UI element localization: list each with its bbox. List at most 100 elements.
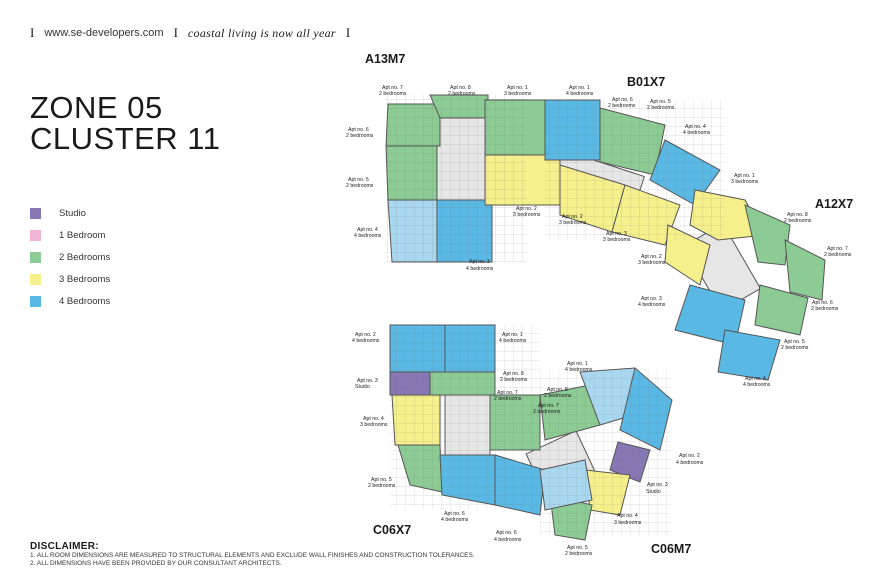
svg-text:3 bedrooms: 3 bedrooms [504, 91, 532, 97]
svg-text:Apt no. 3: Apt no. 3 [647, 482, 668, 488]
apt-label: Apt no. 33 bedrooms [603, 231, 631, 243]
svg-text:Apt no. 8: Apt no. 8 [547, 387, 568, 393]
unit-2-bedroom [754, 284, 809, 336]
svg-text:Apt no. 2: Apt no. 2 [562, 214, 583, 220]
unit-type-legend: Studio 1 Bedroom 2 Bedrooms 3 Bedrooms 4… [30, 202, 110, 312]
svg-text:4 bedrooms: 4 bedrooms [683, 130, 711, 136]
disclaimer-line: 1. ALL ROOM DIMENSIONS ARE MEASURED TO S… [30, 552, 475, 559]
svg-text:2 bedrooms: 2 bedrooms [346, 183, 374, 189]
apt-label: Apt no. 64 bedrooms [494, 530, 522, 543]
apt-label: Apt no. 44 bedrooms [743, 376, 771, 388]
svg-text:2 bedrooms: 2 bedrooms [379, 91, 407, 97]
svg-text:Apt no. 6: Apt no. 6 [444, 511, 465, 517]
svg-text:4 bedrooms: 4 bedrooms [441, 517, 469, 523]
apt-label: Apt no. 43 bedrooms [360, 416, 388, 428]
svg-text:Apt no. 1: Apt no. 1 [507, 85, 528, 91]
legend-swatch [30, 273, 41, 285]
cluster-floor-plan: A13M7 B01X7 A12X7 C06X7 C06M7 Apt no. 72… [346, 52, 853, 555]
apt-label: Apt no. 72 bedrooms [379, 85, 407, 97]
svg-text:Apt no. 6: Apt no. 6 [496, 530, 517, 536]
upper-building [385, 94, 826, 381]
svg-text:Studio: Studio [646, 489, 661, 495]
svg-text:Apt no. 3: Apt no. 3 [469, 259, 490, 265]
svg-text:Apt no. 7: Apt no. 7 [538, 403, 559, 409]
apt-label: Apt no. 24 bedrooms [352, 332, 380, 344]
apt-label: Apt no. 52 bedrooms [781, 339, 809, 351]
svg-text:2 bedrooms: 2 bedrooms [500, 377, 528, 383]
apt-label: Apt no. 34 bedrooms [638, 296, 666, 308]
apt-label: Apt no. 52 bedrooms [346, 177, 374, 189]
svg-text:4 bedrooms: 4 bedrooms [354, 233, 382, 239]
legend-label: 2 Bedrooms [59, 251, 111, 263]
svg-text:Apt no. 6: Apt no. 6 [612, 97, 633, 103]
svg-text:Apt no. 5: Apt no. 5 [650, 99, 671, 105]
svg-text:4 bedrooms: 4 bedrooms [565, 367, 593, 373]
svg-text:3 bedrooms: 3 bedrooms [638, 260, 666, 266]
apt-label: Apt no. 64 bedrooms [441, 511, 469, 523]
svg-text:Apt no. 5: Apt no. 5 [784, 339, 805, 345]
legend-swatch [30, 229, 41, 241]
svg-text:Apt no. 3: Apt no. 3 [641, 296, 662, 302]
svg-text:Apt no. 5: Apt no. 5 [348, 177, 369, 183]
website-link[interactable]: www.se-developers.com [44, 27, 164, 39]
svg-text:Apt no. 7: Apt no. 7 [827, 246, 848, 252]
apt-label: Apt no. 62 bedrooms [346, 127, 374, 139]
svg-text:2 bedrooms: 2 bedrooms [533, 409, 561, 415]
svg-text:Apt no. 5: Apt no. 5 [371, 477, 392, 483]
svg-text:Apt no. 8: Apt no. 8 [503, 371, 524, 377]
svg-text:3 bedrooms: 3 bedrooms [603, 237, 631, 243]
wall-hatching [545, 100, 725, 240]
svg-text:Apt no. 1: Apt no. 1 [567, 361, 588, 367]
svg-text:Apt no. 6: Apt no. 6 [812, 300, 833, 306]
apt-label: Apt no. 14 bedrooms [499, 332, 527, 344]
svg-text:Apt no. 2: Apt no. 2 [516, 206, 537, 212]
svg-text:2 bedrooms: 2 bedrooms [608, 103, 636, 109]
svg-text:3 bedrooms: 3 bedrooms [731, 179, 759, 185]
legend-label: 1 Bedroom [59, 229, 106, 241]
apt-label: Apt no. 24 bedrooms [676, 453, 704, 466]
legend-item-studio: Studio [30, 202, 110, 224]
block-label-c06m7: C06M7 [651, 542, 691, 555]
apt-label: Apt no. 23 bedrooms [513, 206, 541, 218]
unit-4-bedroom [717, 329, 781, 381]
svg-text:Apt no. 7: Apt no. 7 [382, 85, 403, 91]
svg-text:3 bedrooms: 3 bedrooms [614, 520, 642, 526]
apt-label: Apt no. 72 bedrooms [533, 403, 561, 415]
svg-text:2 bedrooms: 2 bedrooms [824, 252, 852, 258]
svg-text:2 bedrooms: 2 bedrooms [784, 218, 812, 224]
apt-label: Apt no. 44 bedrooms [683, 124, 711, 136]
apt-label: Apt no. 23 bedrooms [559, 214, 587, 226]
separator: I [173, 25, 178, 40]
apt-label: Apt no. 14 bedrooms [565, 361, 593, 373]
apt-label: Apt no. 82 bedrooms [448, 85, 476, 97]
legend-swatch [30, 295, 41, 307]
legend-label: 4 Bedrooms [59, 295, 111, 307]
apt-label: Apt no. 13 bedrooms [504, 85, 532, 97]
svg-text:Apt no. 2: Apt no. 2 [641, 254, 662, 260]
wall-hatching [390, 325, 540, 510]
header-bar: I www.se-developers.com I coastal living… [30, 24, 350, 42]
disclaimer: DISCLAIMER: 1. ALL ROOM DIMENSIONS ARE M… [30, 541, 590, 568]
legend-label: 3 Bedrooms [59, 273, 111, 285]
wall-hatching [540, 370, 670, 535]
svg-text:2 bedrooms: 2 bedrooms [544, 393, 572, 399]
svg-text:4 bedrooms: 4 bedrooms [743, 382, 771, 388]
block-label-b01x7: B01X7 [627, 75, 665, 89]
disclaimer-line: 2. ALL DIMENSIONS HAVE BEEN PROVIDED BY … [30, 560, 282, 567]
apt-label: Apt no. 82 bedrooms [544, 387, 572, 399]
svg-text:4 bedrooms: 4 bedrooms [494, 537, 522, 543]
apt-label: Apt no. 72 bedrooms [494, 390, 522, 402]
svg-text:Apt no. 2: Apt no. 2 [679, 453, 700, 459]
block-label-c06x7: C06X7 [373, 523, 411, 537]
apt-label: Apt no. 52 bedrooms [647, 99, 675, 111]
svg-text:3 bedrooms: 3 bedrooms [513, 212, 541, 218]
legend-swatch [30, 251, 41, 263]
apt-label: Apt no. 72 bedrooms [824, 246, 852, 258]
wall-hatching [386, 95, 526, 262]
svg-text:Apt no. 4: Apt no. 4 [685, 124, 706, 130]
svg-text:3 bedrooms: 3 bedrooms [559, 220, 587, 226]
svg-text:Apt no. 3: Apt no. 3 [357, 378, 378, 384]
svg-text:Studio: Studio [355, 384, 370, 390]
